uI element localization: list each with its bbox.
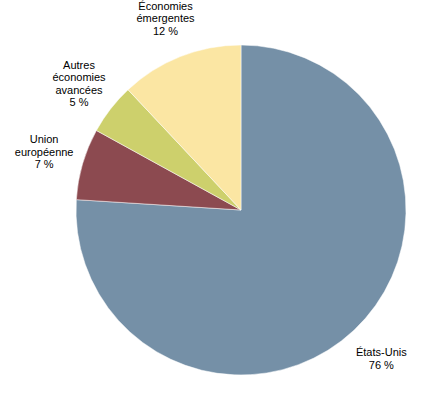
svg-text:Économiesémergentes12 %: Économiesémergentes12 % [136,0,195,37]
svg-text:Autreséconomiesavancées5 %: Autreséconomiesavancées5 % [52,59,106,109]
svg-text:États-Unis76 %: États-Unis76 % [356,346,407,371]
svg-text:Unioneuropéenne7 %: Unioneuropéenne7 % [15,133,74,170]
